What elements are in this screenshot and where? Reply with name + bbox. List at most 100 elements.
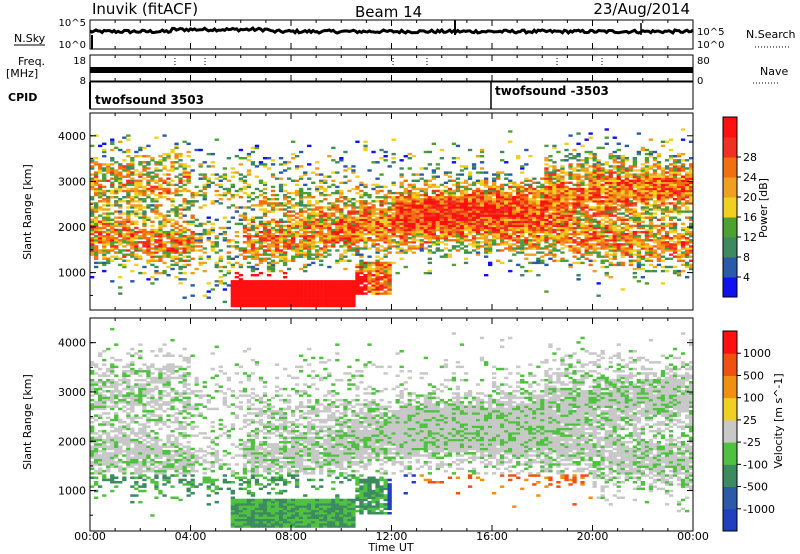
heatmap-cell <box>270 294 276 297</box>
heatmap-cell <box>504 230 509 234</box>
heatmap-cell <box>270 237 276 240</box>
heatmap-cell <box>528 208 533 211</box>
heatmap-cell <box>327 175 332 178</box>
heatmap-cell <box>307 241 312 244</box>
heatmap-cell <box>331 206 336 209</box>
heatmap-cell <box>90 210 95 213</box>
heatmap-cell <box>528 189 533 193</box>
heatmap-cell <box>604 220 609 223</box>
heatmap-cell <box>431 204 436 207</box>
heatmap-cell <box>435 163 440 166</box>
heatmap-cell <box>524 237 529 240</box>
heatmap-cell <box>343 267 348 271</box>
heatmap-cell <box>608 253 613 256</box>
heatmap-cell <box>214 138 219 141</box>
heatmap-cell <box>90 159 95 162</box>
heatmap-cell <box>246 282 252 285</box>
heatmap-cell <box>608 214 613 217</box>
heatmap-cell <box>488 200 493 203</box>
heatmap-cell <box>335 171 340 174</box>
heatmap-cell <box>488 185 493 189</box>
heatmap-cell <box>122 235 127 238</box>
heatmap-cell <box>278 185 284 189</box>
heatmap-cell <box>604 243 609 246</box>
heatmap-cell <box>612 171 617 174</box>
heatmap-cell <box>170 241 175 244</box>
heatmap-cell <box>628 183 633 187</box>
heatmap-cell <box>190 159 195 162</box>
heatmap-cell <box>628 253 633 256</box>
heatmap-cell <box>299 228 304 232</box>
heatmap-cell <box>182 179 187 182</box>
heatmap-cell <box>544 159 549 162</box>
heatmap-cell <box>536 220 541 223</box>
heatmap-cell <box>311 245 316 248</box>
heatmap-cell <box>90 202 95 205</box>
heatmap-cell <box>194 237 199 240</box>
heatmap-cell <box>150 251 155 254</box>
heatmap-cell <box>218 175 223 178</box>
heatmap-cell <box>351 228 356 232</box>
heatmap-cell <box>110 177 115 180</box>
heatmap-cell <box>106 165 111 168</box>
heatmap-cell <box>548 202 553 205</box>
heatmap-cell <box>616 245 621 248</box>
heatmap-cell <box>520 274 525 277</box>
heatmap-cell <box>459 235 465 238</box>
heatmap-cell <box>540 222 545 226</box>
heatmap-cell <box>387 269 392 273</box>
heatmap-cell <box>126 175 131 178</box>
heatmap-cell <box>379 202 384 205</box>
heatmap-cell <box>287 224 292 228</box>
heatmap-cell <box>624 167 629 170</box>
heatmap-cell <box>319 226 324 230</box>
heatmap-cell <box>568 191 573 195</box>
heatmap-cell <box>287 200 292 203</box>
heatmap-cell <box>102 175 107 178</box>
heatmap-cell <box>190 245 195 248</box>
heatmap-cell <box>258 239 264 242</box>
heatmap-cell <box>323 247 328 250</box>
heatmap-cell <box>467 204 473 207</box>
heatmap-cell <box>238 284 243 287</box>
heatmap-cell <box>596 196 601 199</box>
heatmap-cell <box>351 300 356 304</box>
heatmap-cell <box>544 245 549 248</box>
heatmap-cell <box>238 280 243 283</box>
heatmap-cell <box>508 208 513 211</box>
heatmap-cell <box>339 224 344 228</box>
heatmap-cell <box>371 290 376 293</box>
heatmap-cell <box>154 187 159 191</box>
heatmap-cell <box>576 185 581 189</box>
heatmap-cell <box>492 173 497 176</box>
heatmap-cell <box>278 183 284 187</box>
heatmap-cell <box>283 294 288 297</box>
heatmap-cell <box>146 204 151 207</box>
heatmap-cell <box>572 191 577 195</box>
heatmap-cell <box>532 261 537 265</box>
heatmap-cell <box>604 161 609 164</box>
heatmap-cell <box>150 259 155 262</box>
heatmap-cell <box>584 200 589 203</box>
heatmap-cell <box>556 175 561 178</box>
heatmap-cell <box>218 280 223 283</box>
heatmap-cell <box>162 181 167 184</box>
heatmap-cell <box>270 163 276 166</box>
heatmap-cell <box>544 144 549 148</box>
heatmap-cell <box>431 208 436 211</box>
heatmap-cell <box>536 274 541 277</box>
heatmap-cell <box>564 239 569 242</box>
heatmap-cell <box>206 228 211 232</box>
heatmap-cell <box>560 177 565 180</box>
heatmap-cell <box>479 214 485 217</box>
heatmap-cell <box>548 175 553 178</box>
heatmap-cell <box>459 198 465 201</box>
heatmap-cell <box>327 208 332 211</box>
heatmap-cell <box>339 280 344 283</box>
heatmap-cell <box>371 204 376 207</box>
heatmap-cell <box>331 237 336 240</box>
heatmap-cell <box>283 239 288 242</box>
heatmap-cell <box>484 237 489 240</box>
heatmap-cell <box>250 208 256 211</box>
heatmap-cell <box>451 224 457 228</box>
